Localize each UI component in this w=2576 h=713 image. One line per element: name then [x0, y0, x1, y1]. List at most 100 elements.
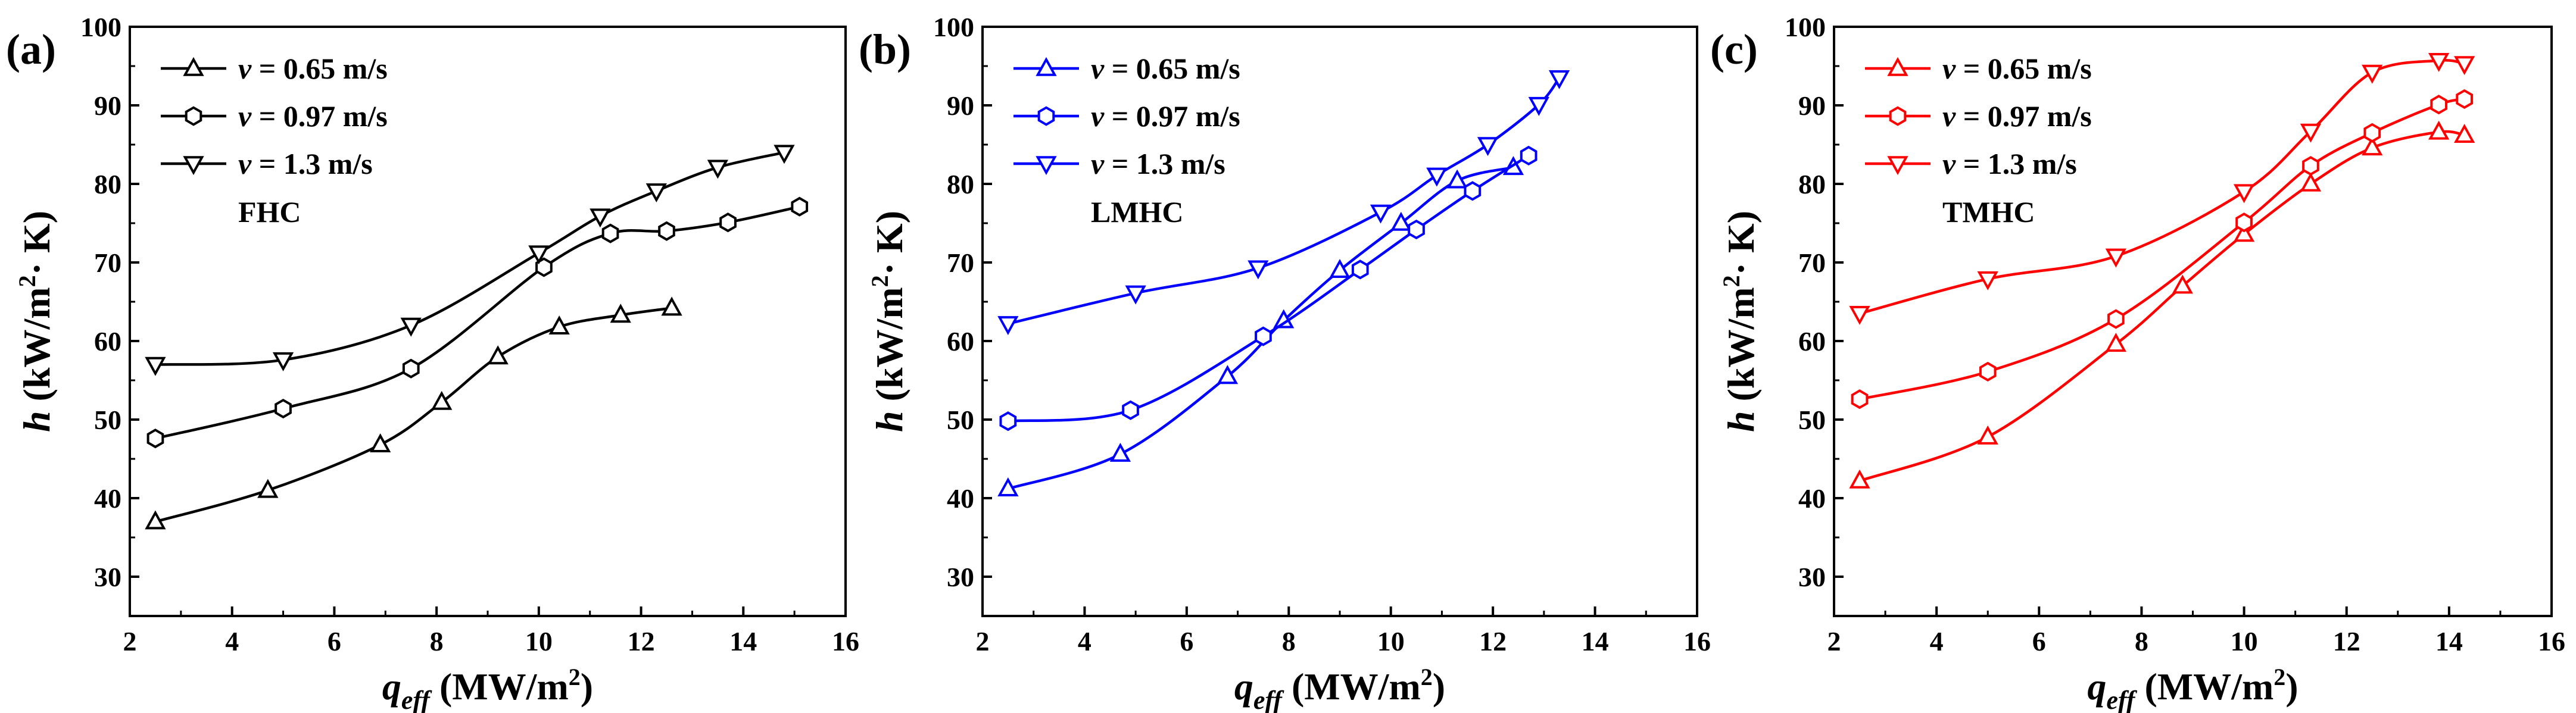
data-point: [1477, 137, 1499, 157]
data-point: [1351, 259, 1369, 280]
data-point: [146, 429, 164, 449]
data-point: [2233, 184, 2255, 204]
y-tick-label: 100: [1785, 12, 1826, 42]
data-point: [2235, 212, 2253, 233]
legend-swatch-marker: [1036, 57, 1057, 76]
data-point: [2362, 136, 2383, 156]
legend-label: v = 0.65 m/s: [1091, 52, 1240, 85]
x-tick-label: 16: [1683, 626, 1711, 656]
plot-frame: [981, 26, 1698, 617]
y-axis-title: h (kW/m2· K): [14, 211, 58, 432]
data-point: [257, 479, 279, 498]
legend-item: v = 0.65 m/s: [1865, 52, 2092, 85]
panel-fhc: 2 4 6 8 10 12 14 16 30 40 50 60 70 80 90 100 (a) qeff (MW…: [6, 12, 859, 713]
legend-swatch-marker: [1037, 106, 1055, 126]
data-point: [997, 316, 1019, 336]
plot-frame: [1833, 26, 2553, 617]
data-point: [1464, 181, 1482, 201]
y-tick-label: 30: [947, 562, 974, 592]
data-point: [145, 356, 166, 376]
data-point: [1217, 365, 1239, 384]
x-tick-label: 16: [2538, 626, 2565, 656]
data-point: [2300, 123, 2322, 143]
legend-label: v = 1.3 m/s: [238, 147, 373, 180]
series-1: [1849, 120, 2475, 489]
panel-tag: LMHC: [1091, 195, 1184, 229]
data-point: [2454, 56, 2475, 76]
data-point: [658, 221, 675, 241]
data-point: [774, 145, 795, 164]
x-tick-label: 14: [2435, 626, 2463, 656]
data-point: [1849, 306, 1870, 325]
data-point: [1255, 326, 1272, 346]
x-tick-label: 4: [1078, 626, 1091, 656]
data-point: [2362, 64, 2383, 84]
legend-item: v = 1.3 m/s: [1013, 147, 1225, 180]
data-point: [610, 304, 631, 323]
panel-tag: TMHC: [1942, 195, 2035, 229]
y-tick-label: 70: [94, 248, 121, 278]
data-point: [2456, 89, 2473, 110]
data-point: [1849, 469, 1870, 489]
panel-letter: (a): [6, 26, 56, 73]
x-axis-title: qeff (MW/m2): [382, 664, 593, 713]
data-point: [1390, 211, 1412, 231]
data-point: [707, 160, 728, 179]
y-tick-label: 60: [1798, 326, 1826, 356]
y-tick-label: 50: [1798, 405, 1826, 435]
y-axis-title: h (kW/m2· K): [1718, 211, 1762, 432]
data-point: [402, 358, 420, 379]
x-tick-label: 10: [1377, 626, 1405, 656]
y-tick-label: 30: [94, 562, 121, 592]
y-tick-label: 70: [1798, 248, 1826, 278]
data-point: [1851, 389, 1869, 409]
x-axis-title: qeff (MW/m2): [2087, 664, 2298, 713]
legend-label: v = 0.65 m/s: [238, 52, 388, 85]
y-axis-title: h (kW/m2· K): [866, 211, 910, 432]
legend-swatch-marker: [183, 156, 204, 176]
legend-label: v = 0.97 m/s: [1942, 99, 2092, 133]
legend-item: v = 0.97 m/s: [1013, 99, 1240, 133]
data-point: [791, 196, 809, 217]
data-point: [590, 208, 611, 228]
legend-label: v = 0.65 m/s: [1942, 52, 2092, 85]
x-tick-label: 12: [628, 626, 655, 656]
legend-item: v = 0.65 m/s: [161, 52, 388, 85]
data-point: [487, 345, 509, 365]
data-point: [999, 411, 1017, 431]
data-point: [2107, 309, 2125, 329]
legend-item: v = 0.65 m/s: [1013, 52, 1240, 85]
x-tick-label: 8: [1282, 626, 1296, 656]
data-point: [2302, 156, 2319, 176]
legend-swatch-marker: [1887, 156, 1908, 176]
panel-tmhc: 2 4 6 8 10 12 14 16 30 40 50 60 70 80 90 100 (c) qeff (MW…: [1710, 12, 2565, 713]
series-line: [155, 151, 785, 366]
data-point: [1977, 425, 1998, 445]
x-tick-label: 14: [1582, 626, 1609, 656]
x-tick-label: 6: [328, 626, 341, 656]
data-point: [400, 317, 422, 337]
series-line: [1859, 59, 2465, 315]
data-point: [2430, 95, 2447, 115]
panel-tag: FHC: [238, 195, 301, 229]
series-line: [155, 205, 800, 440]
x-tick-label: 2: [123, 626, 137, 656]
data-point: [2105, 333, 2127, 352]
x-tick-label: 2: [976, 626, 990, 656]
x-tick-label: 10: [2231, 626, 2258, 656]
series-3: [145, 145, 795, 376]
series-line: [155, 307, 672, 523]
y-tick-label: 80: [947, 169, 974, 199]
legend-item: v = 1.3 m/s: [161, 147, 373, 180]
series-3: [997, 70, 1570, 336]
y-tick-label: 60: [947, 326, 974, 356]
data-point: [1446, 169, 1468, 189]
y-tick-label: 30: [1798, 562, 1826, 592]
series-1: [145, 296, 682, 530]
x-tick-label: 12: [2333, 626, 2360, 656]
legend-label: v = 1.3 m/s: [1942, 147, 2077, 180]
legend-label: v = 1.3 m/s: [1091, 147, 1225, 180]
legend-swatch-marker: [185, 106, 202, 126]
x-tick-label: 8: [2135, 626, 2148, 656]
